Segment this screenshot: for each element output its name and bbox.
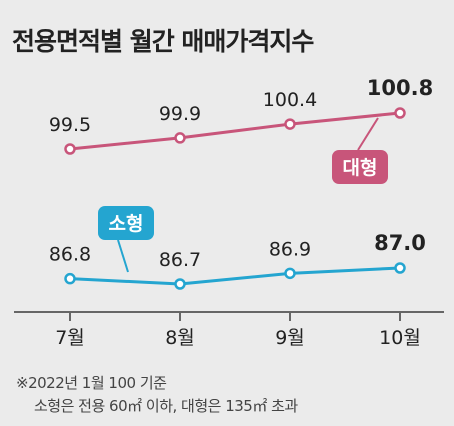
large-data-point — [284, 118, 296, 130]
large-data-label: 99.9 — [159, 103, 201, 125]
small-legend-badge-pointer — [117, 239, 129, 273]
large-data-point — [174, 132, 186, 144]
large-data-point — [394, 107, 406, 119]
small-legend-badge — [98, 206, 154, 240]
large-legend-badge — [332, 150, 388, 184]
large-data-point — [64, 143, 76, 155]
large-data-label: 100.4 — [263, 89, 317, 111]
small-series-line — [69, 266, 401, 286]
small-data-label: 87.0 — [374, 231, 426, 255]
small-data-point — [394, 262, 406, 274]
large-legend-badge-label: 대형 — [343, 157, 378, 179]
large-legend-badge-pointer — [357, 117, 379, 151]
large-series-line — [69, 111, 401, 151]
small-data-point — [64, 272, 76, 285]
x-tick-label: 10월 — [379, 327, 421, 349]
small-data-point — [174, 278, 186, 290]
footnote-base: ※2022년 1월 100 기준 — [16, 374, 167, 392]
small-data-label: 86.7 — [159, 249, 201, 271]
small-data-label: 86.9 — [269, 238, 311, 260]
small-data-label: 86.8 — [49, 244, 91, 266]
x-tick-label: 7월 — [55, 327, 85, 349]
x-tick-label: 8월 — [165, 327, 195, 349]
small-data-point — [284, 267, 296, 280]
footnote-definition: 소형은 전용 60㎡ 이하, 대형은 135㎡ 초과 — [34, 397, 298, 415]
x-tick-label: 9월 — [275, 327, 305, 349]
large-data-label: 100.8 — [367, 76, 433, 100]
large-data-label: 99.5 — [49, 114, 91, 136]
small-legend-badge-label: 소형 — [109, 213, 144, 235]
chart-title: 전용면적별 월간 매매가격지수 — [12, 27, 314, 56]
